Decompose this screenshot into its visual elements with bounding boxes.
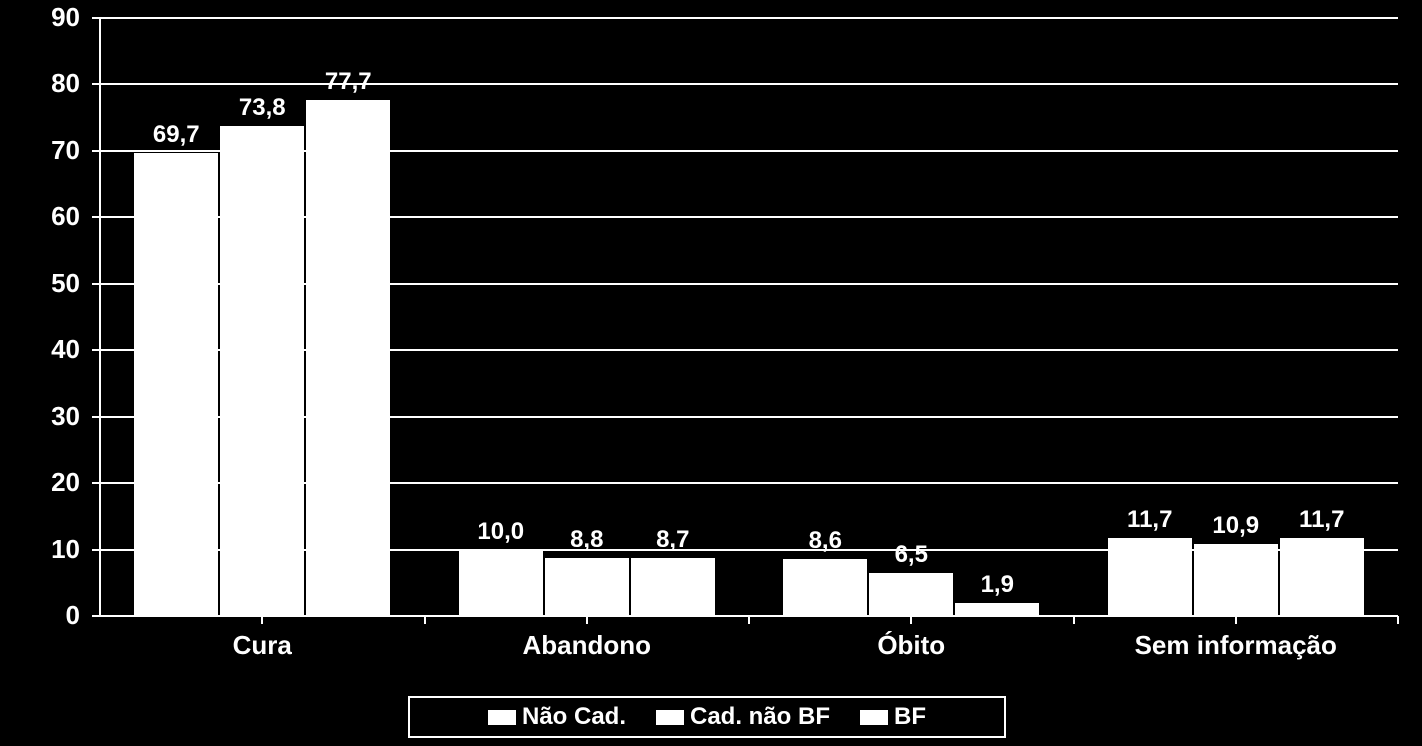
legend-label: BF [894, 703, 926, 731]
y-tick-label: 40 [20, 334, 80, 365]
y-tick-label: 20 [20, 467, 80, 498]
legend-item: Cad. não BF [656, 703, 830, 731]
data-label: 8,8 [547, 526, 627, 554]
data-label: 8,7 [633, 526, 713, 554]
x-tick-mark [261, 616, 263, 624]
legend-label: Cad. não BF [690, 703, 830, 731]
data-label: 77,7 [308, 68, 388, 96]
category-label: Óbito [749, 630, 1074, 661]
category-label: Sem informação [1074, 630, 1399, 661]
legend-swatch [860, 710, 888, 725]
y-tick-label: 10 [20, 534, 80, 565]
legend-item: Não Cad. [488, 703, 626, 731]
x-tick-mark [910, 616, 912, 624]
x-tick-mark [1235, 616, 1237, 624]
bar-chart: Não Cad. Cad. não BF BF 0 10 20 30 40 50 60 70 80 9… [0, 0, 1422, 746]
gridline [100, 17, 1398, 19]
bar [1194, 544, 1278, 616]
y-tick-label: 0 [20, 600, 80, 631]
data-label: 69,7 [136, 121, 216, 149]
data-label: 11,7 [1110, 506, 1190, 534]
legend-label: Não Cad. [522, 703, 626, 731]
y-axis [99, 18, 101, 616]
legend-swatch [488, 710, 516, 725]
x-boundary-tick [424, 616, 426, 624]
data-label: 8,6 [785, 527, 865, 555]
y-tick-label: 30 [20, 401, 80, 432]
y-tick-label: 50 [20, 268, 80, 299]
bar [306, 100, 390, 616]
bar [134, 153, 218, 616]
bar [869, 573, 953, 616]
bar [631, 558, 715, 616]
data-label: 10,0 [461, 518, 541, 546]
data-label: 6,5 [871, 541, 951, 569]
x-boundary-tick [1397, 616, 1399, 624]
y-tick-label: 80 [20, 68, 80, 99]
bar [955, 603, 1039, 616]
legend-swatch [656, 710, 684, 725]
legend-item: BF [860, 703, 926, 731]
bar [220, 126, 304, 616]
bar [459, 550, 543, 616]
bar [783, 559, 867, 616]
data-label: 11,7 [1282, 506, 1362, 534]
bar [545, 558, 629, 616]
x-boundary-tick [748, 616, 750, 624]
data-label: 10,9 [1196, 512, 1276, 540]
legend: Não Cad. Cad. não BF BF [408, 696, 1006, 738]
bar [1108, 538, 1192, 616]
category-label: Cura [100, 630, 425, 661]
category-label: Abandono [425, 630, 750, 661]
bar [1280, 538, 1364, 616]
data-label: 1,9 [957, 571, 1037, 599]
y-tick-label: 60 [20, 201, 80, 232]
x-boundary-tick [1073, 616, 1075, 624]
gridline [100, 83, 1398, 85]
y-tick-label: 90 [20, 2, 80, 33]
x-tick-mark [586, 616, 588, 624]
y-tick-label: 70 [20, 135, 80, 166]
data-label: 73,8 [222, 94, 302, 122]
